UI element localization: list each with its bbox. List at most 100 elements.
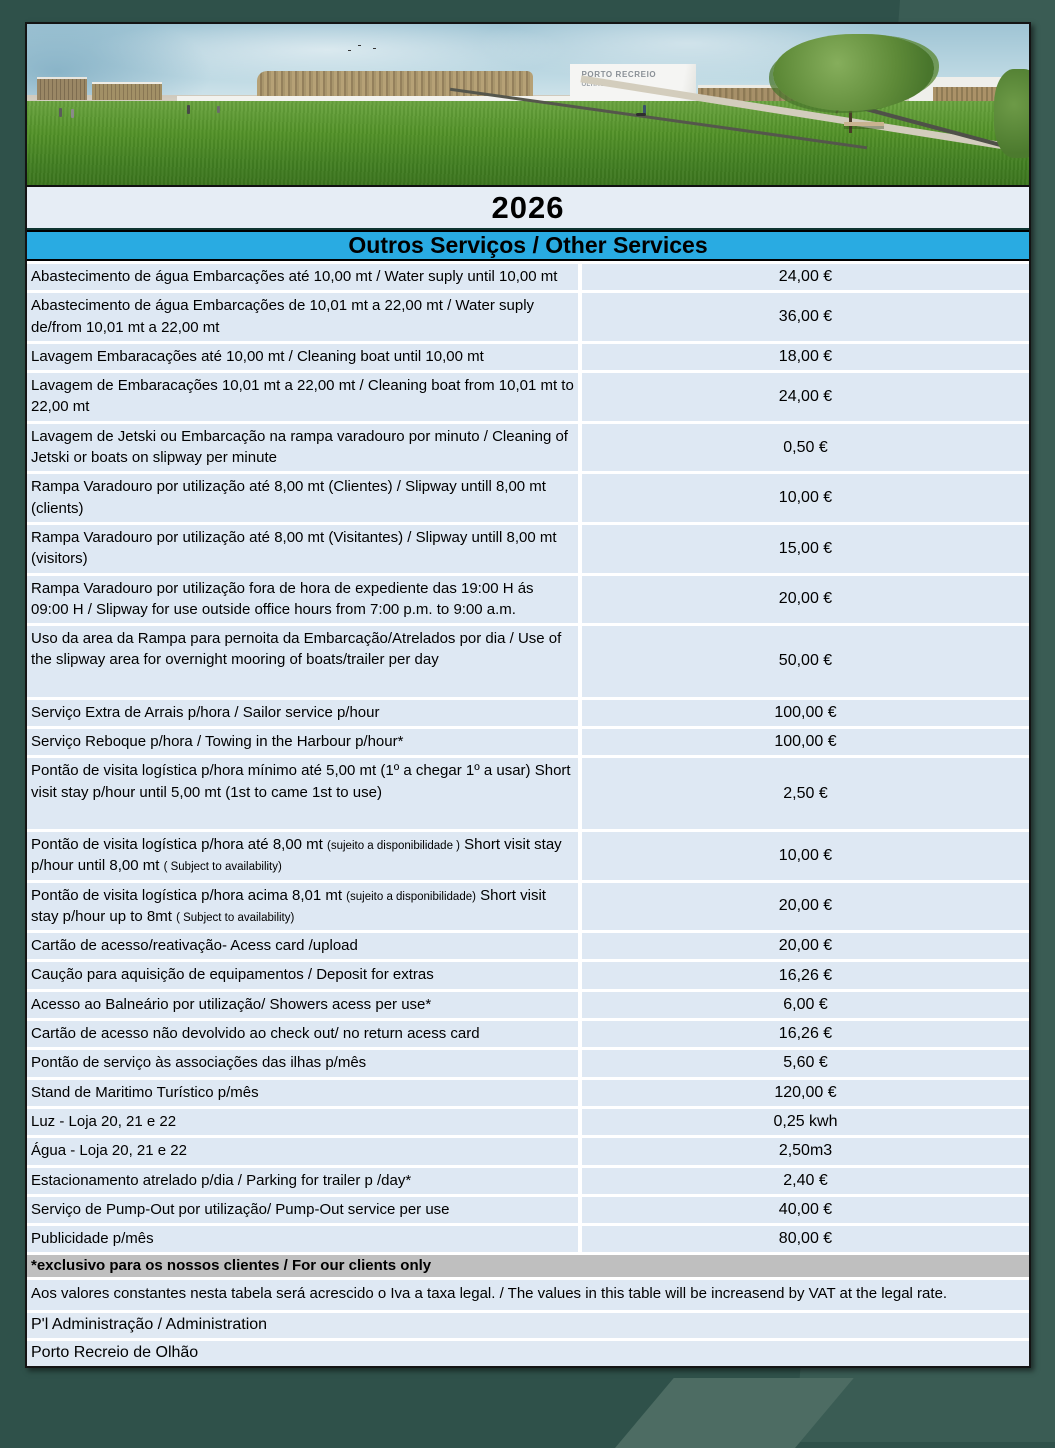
table-row: Água - Loja 20, 21 e 22 2,50m3 [27,1138,1029,1165]
table-row: Pontão de visita logística p/hora acima … [27,882,1029,931]
service-description-cell: Caução para aquisição de equipamentos / … [27,962,578,989]
price-cell: 120,00 € [582,1079,1029,1106]
service-description-cell: Cartão de acesso não devolvido ao check … [27,1021,578,1048]
photo-canopy-roof [177,96,584,103]
service-description-cell: Stand de Maritimo Turístico p/mês [27,1079,578,1106]
table-row: Uso da area da Rampa para pernoita da Em… [27,626,1029,697]
photo-person [59,107,63,117]
year-title: 2026 [27,187,1029,230]
bird [372,48,376,50]
price-cell: 2,40 € [582,1167,1029,1194]
photo-bicycle [636,112,647,116]
photo-person [71,109,75,119]
photo-tree [773,33,934,111]
service-description-cell: Lavagem Embaracações até 10,00 mt / Clea… [27,343,578,371]
table-row: Serviço Reboque p/hora / Towing in the H… [27,729,1029,756]
price-cell: 5,60 € [582,1050,1029,1077]
table-row: Pontão de visita logística p/hora até 8,… [27,831,1029,880]
section-header: Outros Serviços / Other Services [27,230,1029,261]
marina-photo: PORTO RECREIO OLHÃO [27,24,1029,187]
service-description-cell: Serviço Reboque p/hora / Towing in the H… [27,729,578,756]
price-cell: 16,26 € [582,962,1029,989]
photo-person [187,104,191,114]
price-cell: 16,26 € [582,1021,1029,1048]
table-row: Luz - Loja 20, 21 e 22 0,25 kwh [27,1108,1029,1136]
table-row: Acesso ao Balneário por utilização/ Show… [27,991,1029,1019]
service-description-cell: Publicidade p/mês [27,1226,578,1253]
price-cell: 2,50 € [582,758,1029,829]
footer-entity: Porto Recreio de Olhão [27,1340,1029,1366]
price-cell: 20,00 € [582,933,1029,960]
service-description-cell: Abastecimento de água Embarcações de 10,… [27,293,578,341]
service-description-cell: Rampa Varadouro por utilização fora de h… [27,575,578,624]
price-cell: 24,00 € [582,373,1029,421]
price-cell: 18,00 € [582,343,1029,371]
service-description-cell: Acesso ao Balneário por utilização/ Show… [27,991,578,1019]
service-description-cell: Luz - Loja 20, 21 e 22 [27,1108,578,1136]
exclusive-note: *exclusivo para os nossos clientes / For… [27,1255,1029,1278]
photo-building-far-left [37,77,88,101]
service-description-cell: Lavagem de Embaracações 10,01 mt a 22,00… [27,373,578,421]
table-row: Publicidade p/mês 80,00 € [27,1226,1029,1253]
services-table: Abastecimento de água Embarcações até 10… [27,264,1029,1253]
photo-lawn [27,101,1029,185]
table-row: Pontão de serviço às associações das ilh… [27,1050,1029,1077]
price-cell: 36,00 € [582,293,1029,341]
price-cell: 2,50m3 [582,1138,1029,1165]
price-cell: 20,00 € [582,882,1029,931]
service-description-cell: Lavagem de Jetski ou Embarcação na rampa… [27,423,578,472]
photo-cyclist [643,104,647,114]
vat-note: Aos valores constantes nesta tabela será… [27,1280,1029,1310]
table-row: Lavagem de Jetski ou Embarcação na rampa… [27,423,1029,472]
price-cell: 24,00 € [582,264,1029,291]
table-row: Rampa Varadouro por utilização até 8,00 … [27,524,1029,573]
building-sign: PORTO RECREIO [581,70,657,80]
service-description-cell: Cartão de acesso/reativação- Acess card … [27,933,578,960]
table-row: Caução para aquisição de equipamentos / … [27,962,1029,989]
service-description-cell: Água - Loja 20, 21 e 22 [27,1138,578,1165]
price-table-document: PORTO RECREIO OLHÃO 2026 Outros Serviços… [25,22,1031,1368]
table-row: Rampa Varadouro por utilização até 8,00 … [27,474,1029,522]
service-description-cell: Rampa Varadouro por utilização até 8,00 … [27,474,578,522]
bird [357,44,361,46]
service-description-cell: Pontão de serviço às associações das ilh… [27,1050,578,1077]
service-description-cell: Rampa Varadouro por utilização até 8,00 … [27,524,578,573]
bird [347,49,351,51]
photo-person [217,106,221,114]
price-cell: 40,00 € [582,1196,1029,1224]
service-description-cell: Uso da area da Rampa para pernoita da Em… [27,626,578,697]
photo-bench [843,122,884,127]
table-row: Abastecimento de água Embarcações até 10… [27,264,1029,291]
table-row: Cartão de acesso/reativação- Acess card … [27,933,1029,960]
table-row: Serviço Extra de Arrais p/hora / Sailor … [27,699,1029,727]
service-description-cell: Serviço Extra de Arrais p/hora / Sailor … [27,699,578,727]
service-description-cell: Serviço de Pump-Out por utilização/ Pump… [27,1196,578,1224]
price-cell: 0,25 kwh [582,1108,1029,1136]
price-cell: 100,00 € [582,729,1029,756]
fine-print: ( Subject to availability) [176,911,295,924]
service-description-cell: Pontão de visita logística p/hora até 8,… [27,831,578,880]
table-row: Lavagem de Embaracações 10,01 mt a 22,00… [27,373,1029,421]
fine-print: ( Subject to availability) [163,861,282,874]
fine-print: (sujeito a disponibilidade) [346,890,476,903]
service-description-cell: Pontão de visita logística p/hora mínimo… [27,758,578,829]
photo-bush [993,69,1029,158]
price-cell: 0,50 € [582,423,1029,472]
service-description-cell: Estacionamento atrelado p/dia / Parking … [27,1167,578,1194]
photo-building-far-left [92,81,163,101]
table-row: Estacionamento atrelado p/dia / Parking … [27,1167,1029,1194]
service-description-cell: Pontão de visita logística p/hora acima … [27,882,578,931]
table-row: Serviço de Pump-Out por utilização/ Pump… [27,1196,1029,1224]
price-cell: 100,00 € [582,699,1029,727]
price-cell: 10,00 € [582,831,1029,880]
price-cell: 15,00 € [582,524,1029,573]
table-row: Pontão de visita logística p/hora mínimo… [27,758,1029,829]
price-cell: 6,00 € [582,991,1029,1019]
table-row: Rampa Varadouro por utilização fora de h… [27,575,1029,624]
table-row: Stand de Maritimo Turístico p/mês 120,00 … [27,1079,1029,1106]
price-cell: 20,00 € [582,575,1029,624]
table-row: Abastecimento de água Embarcações de 10,… [27,293,1029,341]
table-row: Cartão de acesso não devolvido ao check … [27,1021,1029,1048]
price-cell: 10,00 € [582,474,1029,522]
